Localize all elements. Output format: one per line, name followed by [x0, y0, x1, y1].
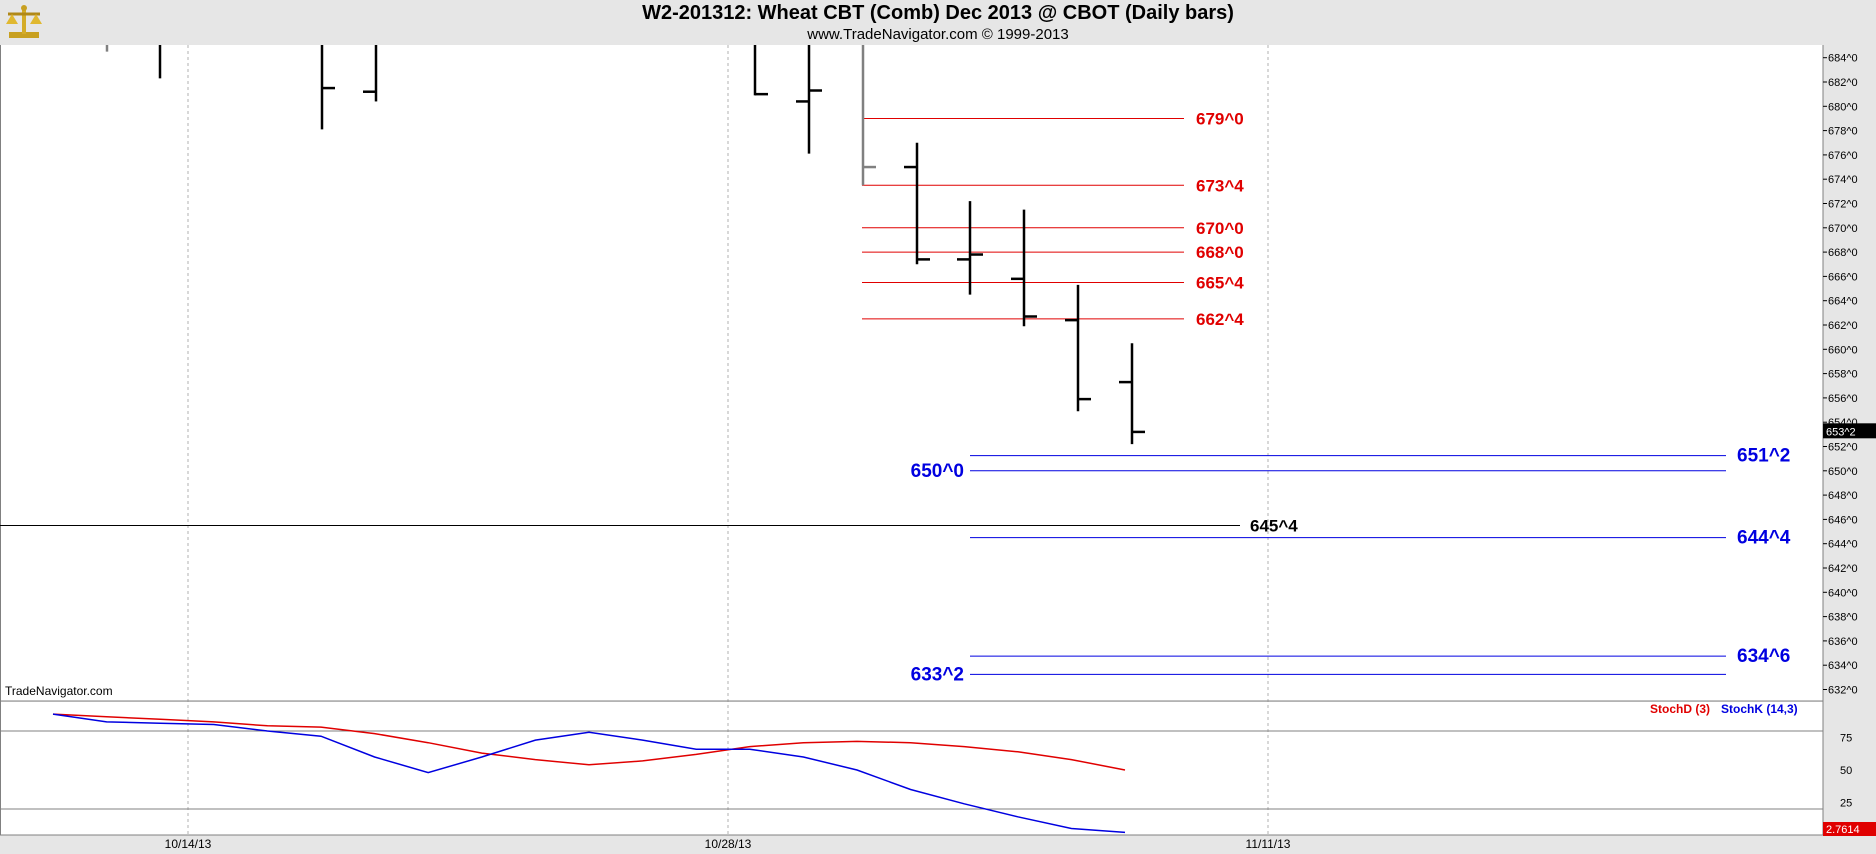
grid	[0, 45, 1876, 836]
watermark: TradeNavigator.com	[5, 684, 113, 698]
price-tick-label: 656^0	[1828, 393, 1858, 405]
axes: 684^0 682^0 680^0 678^0 676^0 674^0 672^0 670^0…	[165, 53, 1876, 851]
ohlc-bar	[363, 45, 378, 102]
resistance-label: 662^4	[1196, 310, 1244, 329]
ohlc-bar	[861, 45, 876, 186]
price-tick-label: 672^0	[1828, 199, 1858, 211]
price-tick-label: 644^0	[1828, 539, 1858, 551]
price-tick-label: 662^0	[1828, 320, 1858, 332]
price-tick-label: 636^0	[1828, 636, 1858, 648]
date-tick-label: 11/11/13	[1246, 837, 1291, 851]
last-price-tag	[1823, 423, 1876, 439]
price-tick-label: 682^0	[1828, 77, 1858, 89]
scales-logo-icon[interactable]	[4, 2, 44, 42]
stoch-tick-label: 75	[1840, 733, 1852, 745]
price-tick-label: 658^0	[1828, 369, 1858, 381]
chart-title: W2-201312: Wheat CBT (Comb) Dec 2013 @ C…	[642, 2, 1234, 24]
resistance-label: 673^4	[1196, 176, 1244, 195]
ohlc-bar	[753, 45, 768, 96]
ohlc-bar	[320, 45, 335, 130]
ohlc-bar	[796, 45, 822, 154]
last-price-label: 653^2	[1826, 426, 1856, 438]
price-tick-label: 666^0	[1828, 271, 1858, 283]
stoch-panel-bg	[0, 702, 1823, 835]
price-tick-label: 638^0	[1828, 612, 1858, 624]
resistance-label: 665^4	[1196, 273, 1244, 292]
price-tick-label: 676^0	[1828, 150, 1858, 162]
support-label: 634^6	[1737, 646, 1790, 667]
price-tick-label: 634^0	[1828, 660, 1858, 672]
price-tick-label: 674^0	[1828, 174, 1858, 186]
ohlc-bar	[904, 142, 930, 265]
ohlc-bar	[1011, 209, 1037, 327]
price-axis-bg	[1823, 45, 1876, 701]
ohlc-bars	[105, 45, 1145, 445]
support-label: 650^0	[911, 461, 964, 482]
price-tick-label: 640^0	[1828, 587, 1858, 599]
price-tick-label: 642^0	[1828, 563, 1858, 575]
stoch-last-tag	[1823, 822, 1876, 836]
level-lines: 645^4 679^0 673^4 670^0 668^0 665^4 662^4 651^2…	[0, 109, 1791, 685]
chart-subtitle: www.TradeNavigator.com © 1999-2013	[807, 26, 1069, 43]
price-tick-label: 678^0	[1828, 126, 1858, 138]
ohlc-bar	[1119, 343, 1145, 445]
date-tick-label: 10/14/13	[165, 837, 212, 851]
stoch-series-line	[52, 713, 1126, 771]
resistance-label: 668^0	[1196, 243, 1244, 262]
price-tick-label: 648^0	[1828, 490, 1858, 502]
support-label: 651^2	[1737, 446, 1790, 467]
ohlc-bar	[1065, 284, 1091, 412]
price-tick-label: 680^0	[1828, 101, 1858, 113]
price-tick-label: 684^0	[1828, 53, 1858, 65]
horizontal-level-label: 645^4	[1250, 516, 1298, 535]
stochastic-panel: 75 50 25 2.7614 StochD (3) StochK (14,3)	[0, 702, 1876, 836]
support-label: 644^4	[1737, 528, 1791, 549]
resistance-label: 679^0	[1196, 109, 1244, 128]
price-tick-label: 646^0	[1828, 514, 1858, 526]
price-tick-label: 650^0	[1828, 466, 1858, 478]
stoch-last-label: 2.7614	[1826, 824, 1860, 836]
ohlc-bar	[957, 201, 983, 295]
legend-stochd: StochD (3)	[1650, 702, 1710, 716]
legend-stochk: StochK (14,3)	[1721, 702, 1798, 716]
price-tick-label: 652^0	[1828, 442, 1858, 454]
resistance-label: 670^0	[1196, 219, 1244, 238]
date-tick-label: 10/28/13	[705, 837, 752, 851]
stoch-tick-label: 50	[1840, 765, 1852, 777]
support-label: 633^2	[911, 664, 964, 685]
stoch-series-line	[52, 713, 1126, 834]
price-tick-label: 632^0	[1828, 685, 1858, 697]
price-tick-label: 664^0	[1828, 296, 1858, 308]
price-tick-label: 670^0	[1828, 223, 1858, 235]
stoch-tick-label: 25	[1840, 798, 1852, 810]
price-panel-bg	[0, 45, 1823, 701]
price-tick-label: 660^0	[1828, 344, 1858, 356]
price-tick-label: 668^0	[1828, 247, 1858, 259]
